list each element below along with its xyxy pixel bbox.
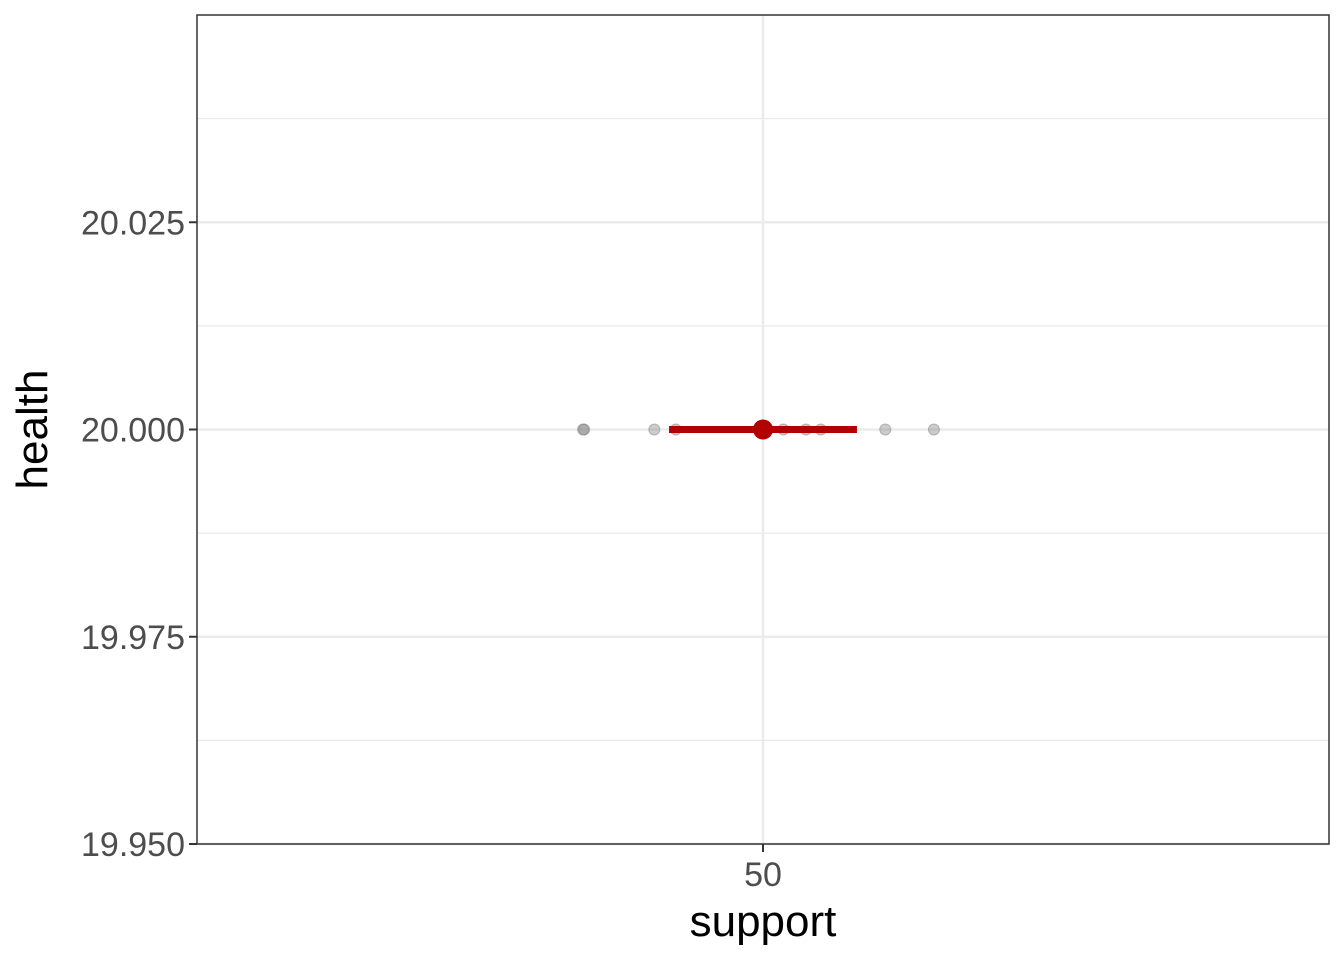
x-tick-label: 50	[744, 856, 782, 894]
y-axis-title: health	[8, 370, 57, 490]
data-point	[578, 423, 591, 436]
data-point	[879, 423, 892, 436]
data-point	[648, 423, 661, 436]
summary-layer	[669, 419, 857, 440]
y-tick-label: 19.975	[81, 619, 185, 657]
y-tick-label: 20.000	[81, 412, 185, 450]
y-tick-label: 19.950	[81, 826, 185, 864]
axis-layer: 19.950 19.975 20.000 20.025 50	[81, 204, 782, 894]
data-point	[927, 423, 940, 436]
y-tick-label: 20.025	[81, 204, 185, 242]
mean-point	[753, 419, 773, 440]
x-axis-title: support	[690, 897, 837, 946]
